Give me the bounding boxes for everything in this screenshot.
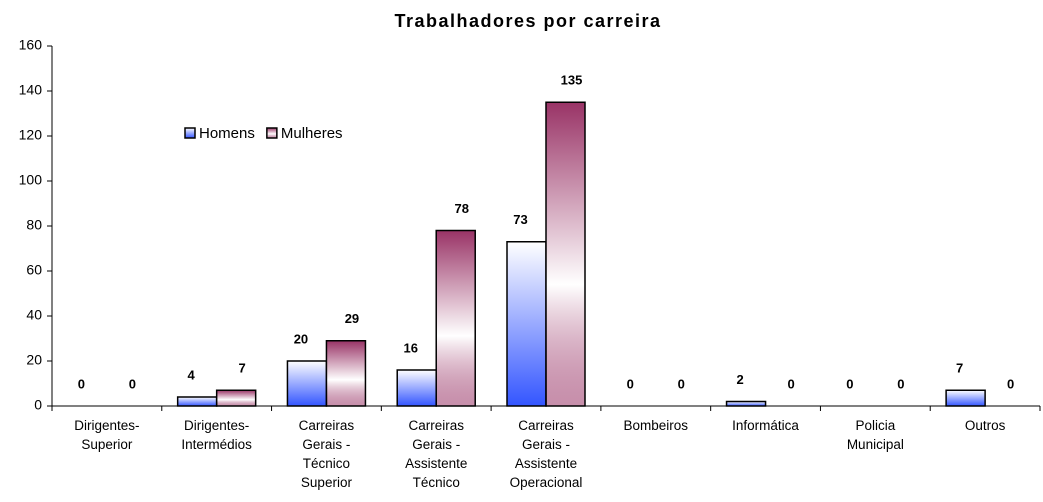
chart-title: Trabalhadores por carreira (394, 11, 661, 31)
legend-label: Homens (199, 125, 255, 142)
x-tick-label: Dirigentes- Superior (74, 418, 140, 452)
bar (286, 360, 328, 407)
data-label: 2 (736, 372, 743, 387)
x-tick-label: Carreiras Gerais - Técnico Superior (298, 418, 355, 490)
bar (945, 389, 986, 407)
x-tick-label: Outros (964, 418, 1006, 433)
y-tick-label: 80 (26, 217, 42, 233)
data-label: 16 (403, 340, 417, 355)
data-label: 0 (78, 376, 85, 391)
y-tick-label: 60 (26, 262, 42, 278)
legend-swatch (184, 127, 196, 139)
y-tick-label: 160 (19, 37, 43, 53)
data-label: 7 (956, 361, 963, 376)
bar (545, 101, 586, 407)
y-tick-label: 120 (19, 127, 43, 143)
data-label: 135 (561, 73, 583, 88)
data-label: 0 (1007, 376, 1014, 391)
data-label: 7 (239, 361, 246, 376)
bar (325, 340, 367, 407)
data-label: 73 (513, 212, 527, 227)
x-tick-label: Dirigentes- Intermédios (181, 418, 252, 452)
bar (215, 389, 257, 407)
data-label: 0 (787, 376, 794, 391)
y-tick-label: 20 (26, 352, 42, 368)
data-label: 0 (678, 376, 685, 391)
bar (396, 369, 437, 407)
x-tick-label: Policia Municipal (846, 418, 904, 452)
y-tick-label: 0 (34, 397, 42, 413)
x-tick-label: Informática (732, 418, 799, 433)
legend-swatch (266, 127, 278, 139)
data-label: 78 (454, 201, 468, 216)
data-label: 0 (846, 376, 853, 391)
legend-label: Mulheres (281, 125, 343, 142)
data-label: 20 (294, 331, 308, 346)
bar (725, 400, 767, 407)
x-tick-label: Bombeiros (623, 418, 689, 433)
bar (435, 229, 476, 407)
bar (176, 396, 218, 407)
data-label: 0 (627, 376, 634, 391)
y-tick-label: 140 (19, 82, 43, 98)
bar (506, 241, 547, 407)
data-label: 4 (188, 367, 196, 382)
data-label: 0 (897, 376, 904, 391)
data-label: 29 (345, 311, 359, 326)
x-tick-label: Carreiras Gerais - Assistente Operaciona… (509, 418, 583, 490)
y-tick-label: 40 (26, 307, 42, 323)
x-tick-label: Carreiras Gerais - Assistente Técnico (405, 418, 468, 490)
data-label: 0 (129, 376, 136, 391)
y-tick-label: 100 (19, 172, 43, 188)
